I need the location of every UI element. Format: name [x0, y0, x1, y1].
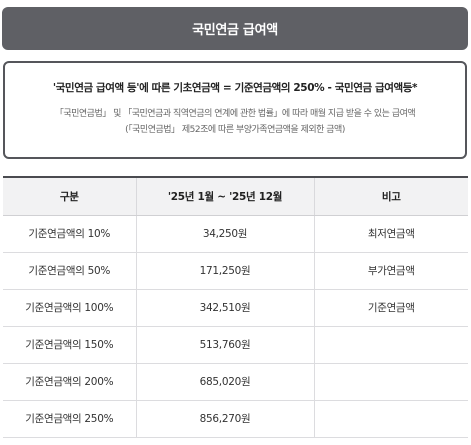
table-row: 기준연금액의 10% 34,250원 최저연금액 [3, 215, 468, 253]
table-row: 기준연금액의 150% 513,760원 [3, 326, 468, 364]
table-row: 기준연금액의 50% 171,250원 부가연금액 [3, 252, 468, 290]
cell-amount: 513,760원 [136, 326, 315, 364]
page-title: 국민연금 급여액 [192, 23, 278, 38]
cell-category: 기준연금액의 150% [3, 326, 137, 364]
header-category: 구분 [3, 176, 137, 216]
cell-amount: 685,020원 [136, 363, 315, 401]
table-row: 기준연금액의 250% 856,270원 [3, 400, 468, 438]
table-row: 기준연금액의 200% 685,020원 [3, 363, 468, 401]
cell-category: 기준연금액의 50% [3, 252, 137, 290]
footnote-line-2: (「국민연금법」 제52조에 따른 부양가족연금액을 제외한 금액) [125, 125, 345, 135]
cell-remark: 최저연금액 [314, 215, 468, 253]
table-row: 기준연금액의 100% 342,510원 기준연금액 [3, 289, 468, 327]
cell-category: 기준연금액의 10% [3, 215, 137, 253]
cell-remark [314, 400, 468, 438]
pension-table-wrapper: 구분 '25년 1월 ~ '25년 12월 비고 기준연금액의 10% 34,2… [3, 176, 468, 438]
header-bar: 국민연금 급여액 [2, 7, 468, 50]
cell-remark: 부가연금액 [314, 252, 468, 290]
cell-amount: 34,250원 [136, 215, 315, 253]
pension-table: 구분 '25년 1월 ~ '25년 12월 비고 기준연금액의 10% 34,2… [3, 176, 468, 438]
footnote-line-1: 「국민연금법」 및 「국민연금과 직역연금의 연계에 관한 법률」에 따라 매월… [54, 109, 416, 119]
header-remark: 비고 [314, 176, 468, 216]
table-header-row: 구분 '25년 1월 ~ '25년 12월 비고 [3, 176, 468, 216]
cell-remark [314, 326, 468, 364]
cell-remark: 기준연금액 [314, 289, 468, 327]
cell-amount: 856,270원 [136, 400, 315, 438]
cell-amount: 171,250원 [136, 252, 315, 290]
cell-category: 기준연금액의 100% [3, 289, 137, 327]
cell-category: 기준연금액의 200% [3, 363, 137, 401]
cell-remark [314, 363, 468, 401]
formula-note-box: '국민연금 급여액 등'에 따른 기초연금액 = 기준연금액의 250% - 국… [3, 61, 467, 159]
cell-amount: 342,510원 [136, 289, 315, 327]
header-period: '25년 1월 ~ '25년 12월 [136, 176, 315, 216]
formula-text: '국민연금 급여액 등'에 따른 기초연금액 = 기준연금액의 250% - 국… [52, 82, 418, 94]
cell-category: 기준연금액의 250% [3, 400, 137, 438]
